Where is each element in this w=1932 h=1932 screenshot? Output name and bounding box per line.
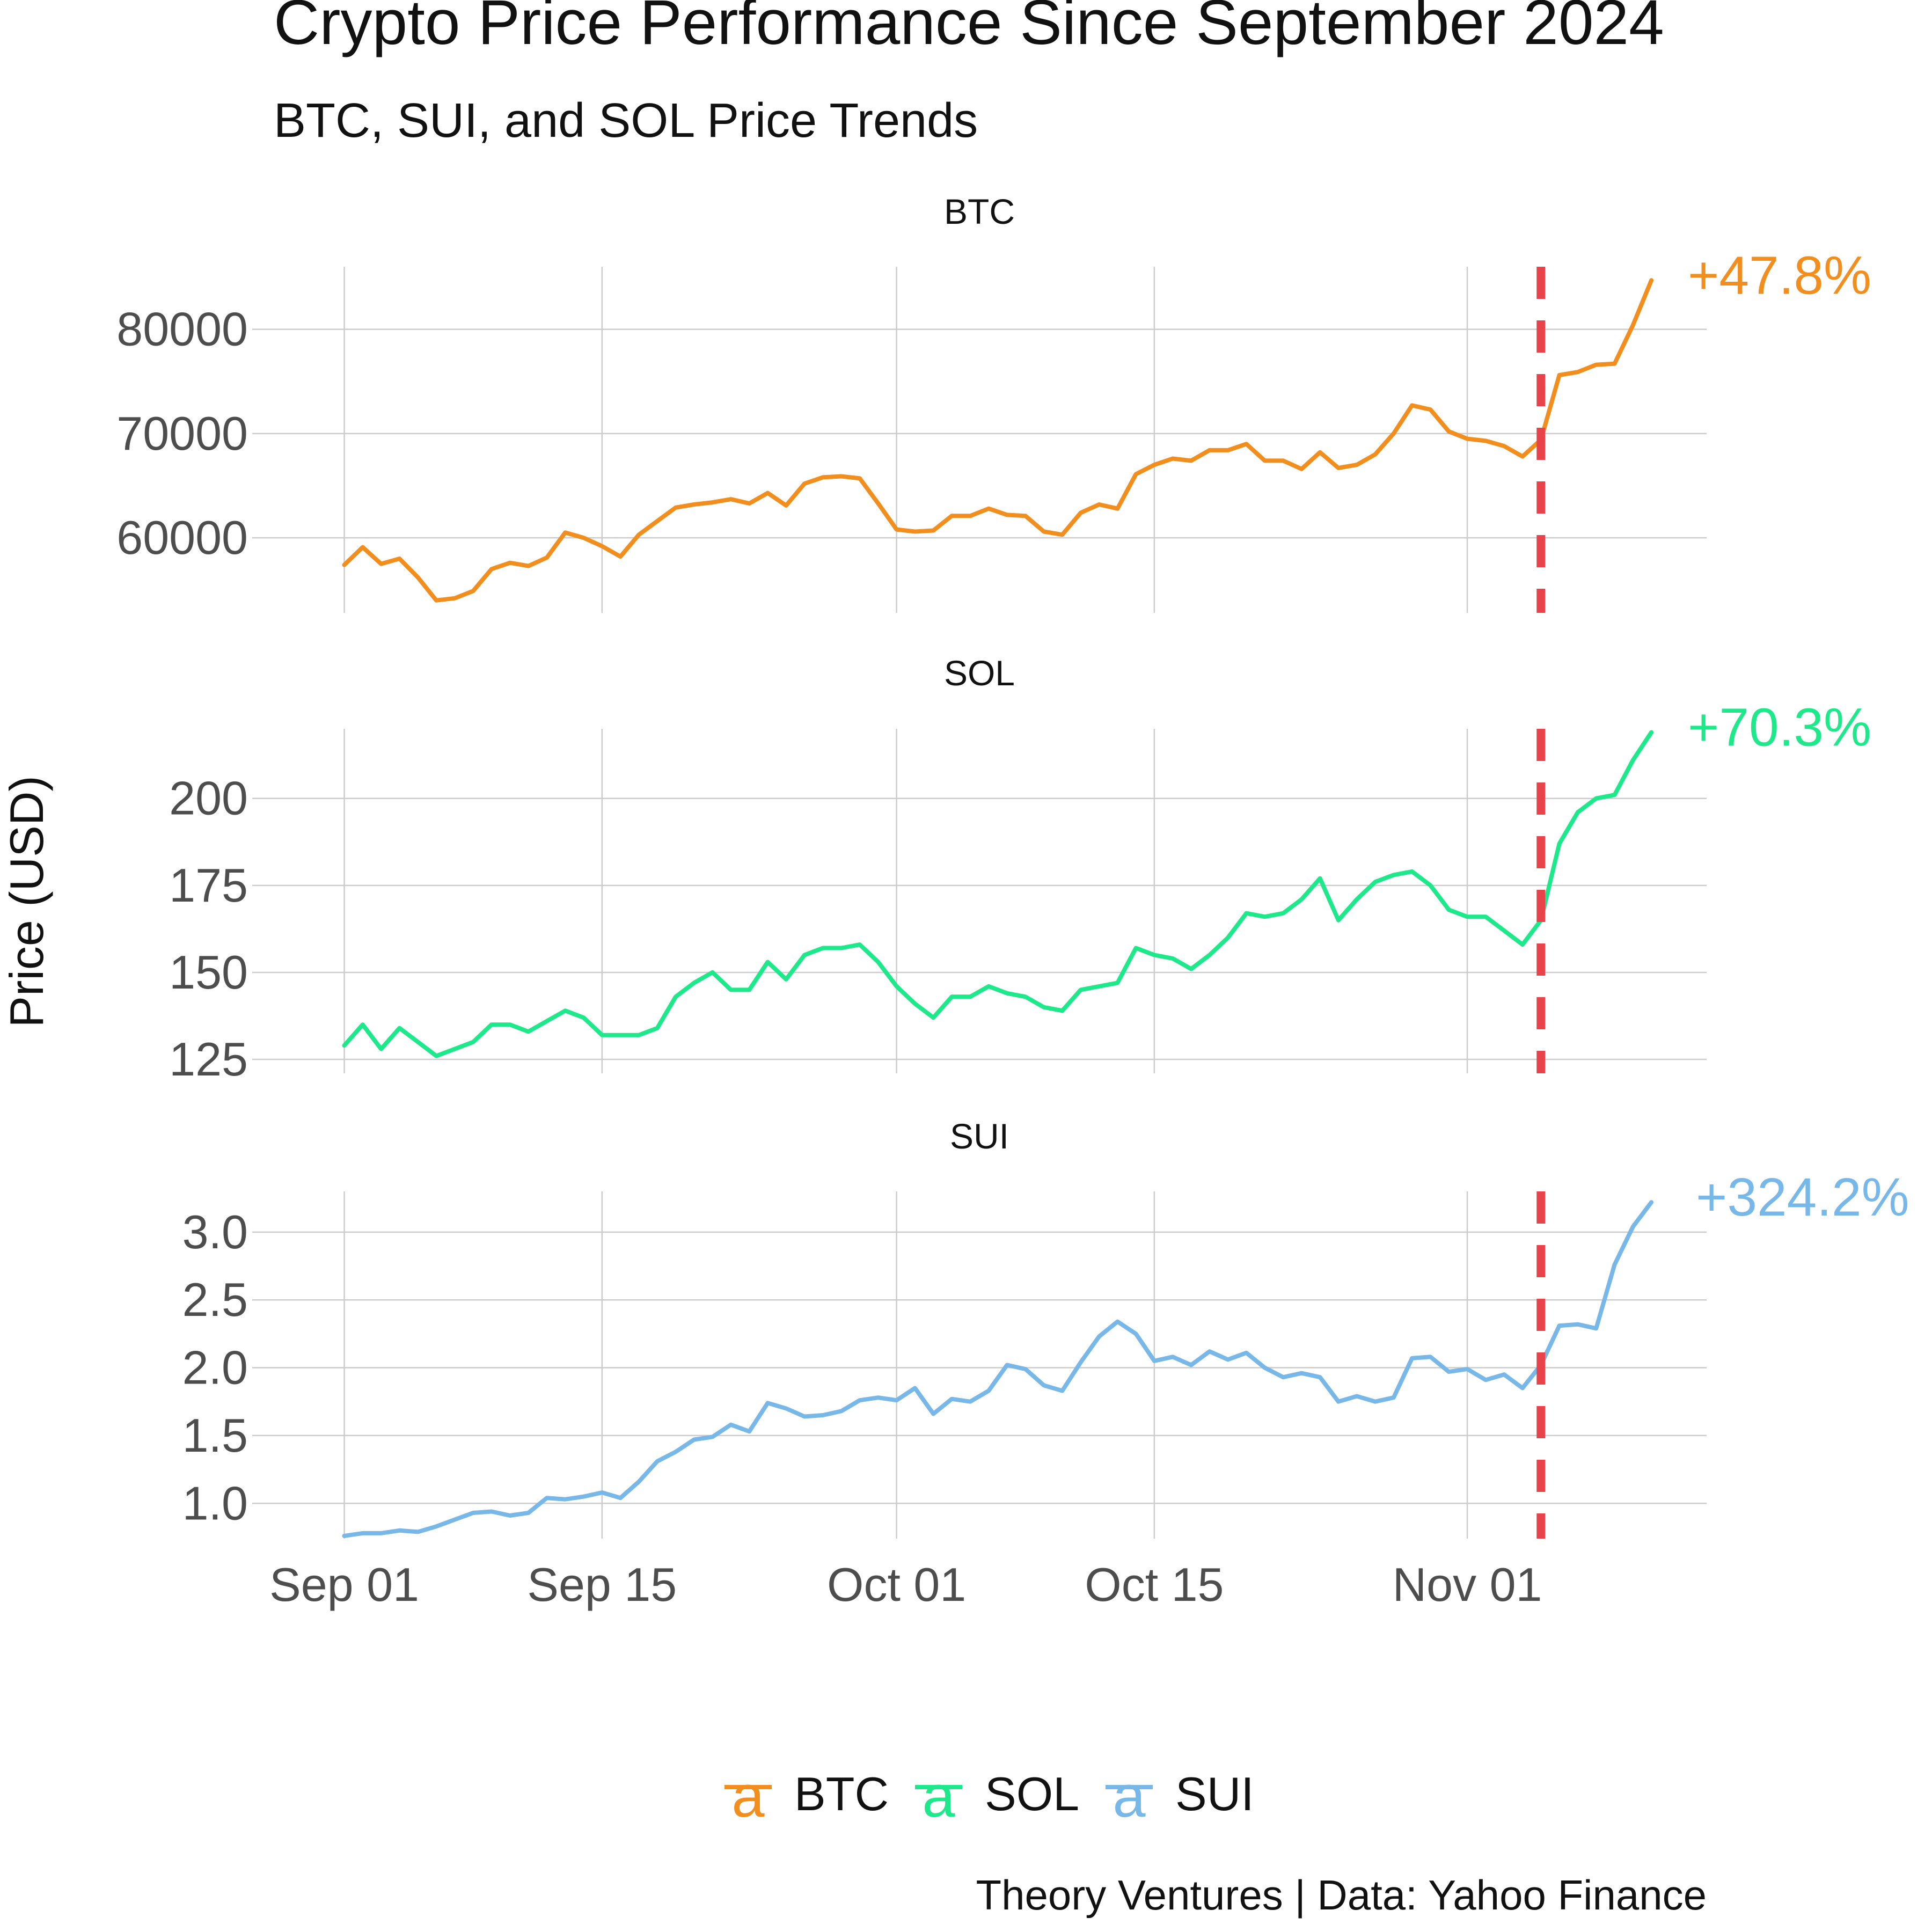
y-tick-label-btc-60000: 60000 — [116, 511, 248, 564]
series-line-sol — [342, 730, 1654, 1058]
y-tick-label-sui-1-5: 1.5 — [182, 1409, 248, 1462]
legend-key-glyph-sui: a — [1113, 1763, 1146, 1829]
y-tick-label-sol-150: 150 — [169, 946, 248, 999]
x-axis: Sep 01 Sep 15 Oct 01 Oct 15 Nov 01 — [269, 1558, 1542, 1611]
x-tick-label-oct-01: Oct 01 — [827, 1558, 966, 1611]
y-tick-label-sol-175: 175 — [169, 859, 248, 912]
x-tick-label-oct-15: Oct 15 — [1085, 1558, 1224, 1611]
change-label-sol: +70.3% — [1688, 697, 1871, 757]
panel-label-sol: SOL — [944, 653, 1015, 693]
legend-label-btc: BTC — [794, 1767, 889, 1820]
legend: a BTC a SOL a SUI — [724, 1763, 1254, 1829]
chart-subtitle: BTC, SUI, and SOL Price Trends — [274, 94, 978, 148]
legend-label-sui: SUI — [1175, 1767, 1254, 1820]
x-tick-label-sep-01: Sep 01 — [269, 1558, 419, 1611]
x-tick-label-nov-01: Nov 01 — [1393, 1558, 1542, 1611]
legend-label-sol: SOL — [985, 1767, 1079, 1820]
y-tick-label-sui-1-0: 1.0 — [182, 1476, 248, 1529]
series-line-btc — [342, 278, 1654, 603]
x-tick-label-sep-15: Sep 15 — [527, 1558, 677, 1611]
legend-key-glyph-btc: a — [731, 1763, 765, 1829]
panel-sui: SUI 1.0 1.5 2.0 2.5 3.0 +324.2% — [182, 1116, 1909, 1539]
y-tick-label-sol-200: 200 — [169, 772, 248, 825]
series-line-sui — [342, 1200, 1654, 1538]
y-tick-label-sui-3-0: 3.0 — [182, 1205, 248, 1258]
y-tick-label-sol-125: 125 — [169, 1033, 248, 1086]
y-tick-label-btc-80000: 80000 — [116, 303, 248, 356]
y-axis-label: Price (USD) — [0, 775, 53, 1027]
caption: Theory Ventures | Data: Yahoo Finance — [976, 1871, 1707, 1919]
panel-label-sui: SUI — [950, 1116, 1009, 1156]
y-tick-label-btc-70000: 70000 — [116, 407, 248, 460]
panels: BTC 60000 70000 80000 +47.8% SOL 125 150 175 200 +… — [116, 192, 1909, 1539]
change-label-btc: +47.8% — [1688, 245, 1871, 305]
chart-title: Crypto Price Performance Since September… — [274, 0, 1664, 58]
y-tick-label-sui-2-5: 2.5 — [182, 1273, 248, 1326]
panel-label-btc: BTC — [944, 192, 1015, 231]
panel-sol: SOL 125 150 175 200 +70.3% — [169, 653, 1871, 1086]
panel-btc: BTC 60000 70000 80000 +47.8% — [116, 192, 1871, 613]
y-tick-label-sui-2-0: 2.0 — [182, 1341, 248, 1394]
legend-key-glyph-sol: a — [922, 1763, 955, 1829]
change-label-sui: +324.2% — [1696, 1167, 1909, 1227]
